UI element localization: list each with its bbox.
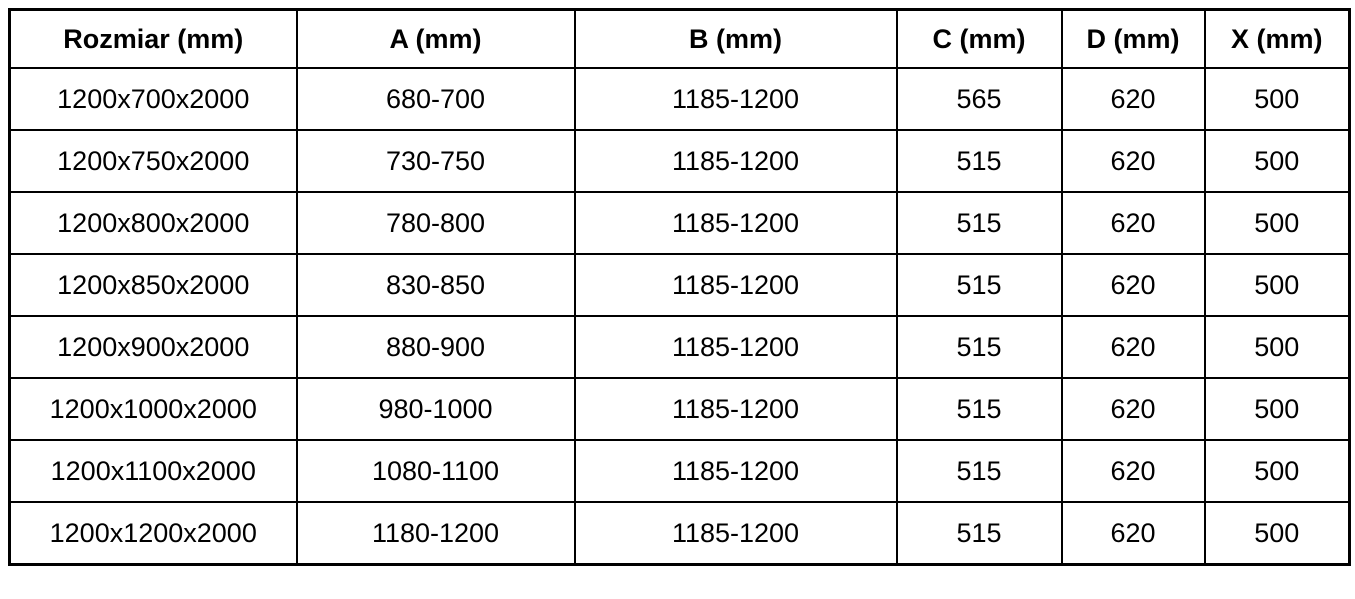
table-cell: 515 — [895, 439, 1063, 503]
table-cell: 1200x800x2000 — [8, 191, 298, 255]
table-row: 1200x700x2000 680-700 1185-1200 565 620 500 — [8, 67, 1351, 131]
table-cell: 620 — [1060, 315, 1206, 379]
table-header-row: Rozmiar (mm) A (mm) B (mm) C (mm) D (mm) X (m… — [8, 8, 1351, 69]
table-cell: 565 — [895, 67, 1063, 131]
table-cell: 515 — [895, 315, 1063, 379]
table-row: 1200x900x2000 880-900 1185-1200 515 620 500 — [8, 315, 1351, 379]
table-cell: 620 — [1060, 129, 1206, 193]
table-row: 1200x1100x2000 1080-1100 1185-1200 515 620 50… — [8, 439, 1351, 503]
column-header-a: A (mm) — [295, 8, 576, 69]
table-cell: 515 — [895, 253, 1063, 317]
table-cell: 500 — [1203, 191, 1351, 255]
table-cell: 620 — [1060, 67, 1206, 131]
table-cell: 1185-1200 — [573, 377, 898, 441]
table-cell: 1185-1200 — [573, 315, 898, 379]
table-cell: 1185-1200 — [573, 191, 898, 255]
table-cell: 500 — [1203, 67, 1351, 131]
table-cell: 1180-1200 — [295, 501, 576, 566]
table-cell: 1080-1100 — [295, 439, 576, 503]
table-cell: 515 — [895, 191, 1063, 255]
table-row: 1200x800x2000 780-800 1185-1200 515 620 500 — [8, 191, 1351, 255]
table-cell: 500 — [1203, 315, 1351, 379]
table-cell: 830-850 — [295, 253, 576, 317]
table-cell: 1200x1000x2000 — [8, 377, 298, 441]
table-cell: 1185-1200 — [573, 439, 898, 503]
table-cell: 515 — [895, 501, 1063, 566]
table-cell: 1185-1200 — [573, 67, 898, 131]
table-cell: 730-750 — [295, 129, 576, 193]
table-cell: 1200x1200x2000 — [8, 501, 298, 566]
column-header-rozmiar: Rozmiar (mm) — [8, 8, 298, 69]
table-cell: 500 — [1203, 253, 1351, 317]
column-header-c: C (mm) — [895, 8, 1063, 69]
table-cell: 680-700 — [295, 67, 576, 131]
table-cell: 620 — [1060, 191, 1206, 255]
table-cell: 880-900 — [295, 315, 576, 379]
table-header: Rozmiar (mm) A (mm) B (mm) C (mm) D (mm) X (m… — [8, 8, 1351, 69]
table-cell: 1185-1200 — [573, 253, 898, 317]
table-cell: 500 — [1203, 377, 1351, 441]
table-cell: 500 — [1203, 129, 1351, 193]
table-cell: 515 — [895, 377, 1063, 441]
table-cell: 515 — [895, 129, 1063, 193]
table-cell: 1185-1200 — [573, 129, 898, 193]
column-header-d: D (mm) — [1060, 8, 1206, 69]
table-cell: 620 — [1060, 377, 1206, 441]
table-cell: 780-800 — [295, 191, 576, 255]
table-row: 1200x850x2000 830-850 1185-1200 515 620 500 — [8, 253, 1351, 317]
table-cell: 1200x700x2000 — [8, 67, 298, 131]
table-cell: 980-1000 — [295, 377, 576, 441]
table-cell: 500 — [1203, 501, 1351, 566]
table-row: 1200x1000x2000 980-1000 1185-1200 515 620 500 — [8, 377, 1351, 441]
table-cell: 1185-1200 — [573, 501, 898, 566]
table-cell: 620 — [1060, 253, 1206, 317]
table-cell: 500 — [1203, 439, 1351, 503]
dimensions-table: Rozmiar (mm) A (mm) B (mm) C (mm) D (mm) X (m… — [8, 8, 1351, 566]
table-cell: 1200x900x2000 — [8, 315, 298, 379]
table-row: 1200x1200x2000 1180-1200 1185-1200 515 620 50… — [8, 501, 1351, 566]
table-row: 1200x750x2000 730-750 1185-1200 515 620 500 — [8, 129, 1351, 193]
column-header-b: B (mm) — [573, 8, 898, 69]
table-cell: 620 — [1060, 439, 1206, 503]
table-body: 1200x700x2000 680-700 1185-1200 565 620 500 12… — [8, 67, 1351, 566]
table-cell: 1200x850x2000 — [8, 253, 298, 317]
table-cell: 620 — [1060, 501, 1206, 566]
table-cell: 1200x750x2000 — [8, 129, 298, 193]
table-cell: 1200x1100x2000 — [8, 439, 298, 503]
column-header-x: X (mm) — [1203, 8, 1351, 69]
